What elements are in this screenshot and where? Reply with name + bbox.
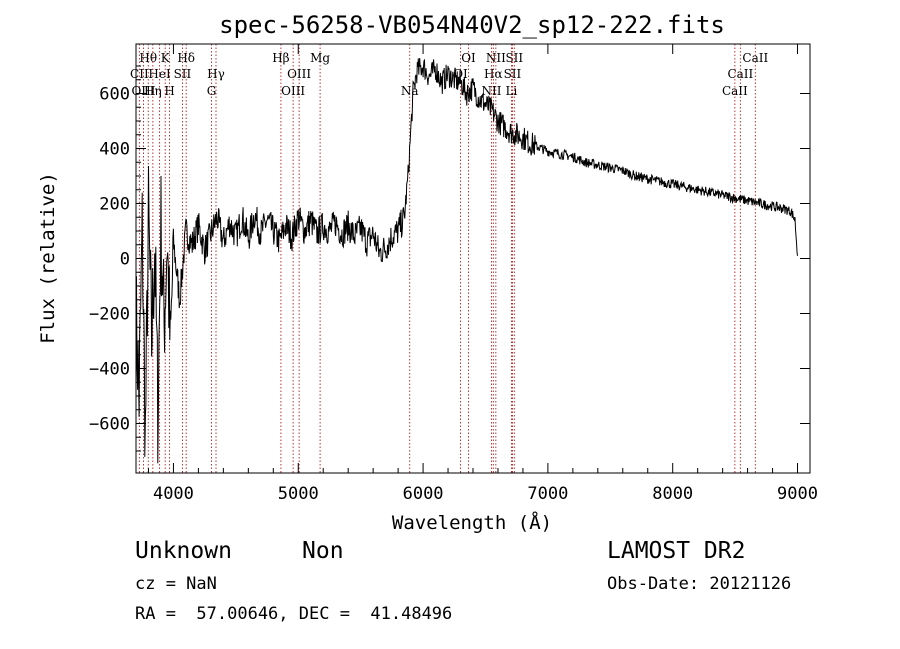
x-axis-label: Wavelength (Å) xyxy=(392,511,552,534)
line-label-22: SII xyxy=(504,67,522,81)
x-tick-label-0: 4000 xyxy=(153,484,194,504)
line-label-10: G xyxy=(207,84,217,98)
line-label-18: NII xyxy=(486,51,506,65)
line-label-7: OIII xyxy=(131,84,155,98)
line-label-25: CaII xyxy=(727,67,753,81)
y-tick-label-5: 400 xyxy=(99,140,130,160)
y-axis-label: Flux (relative) xyxy=(37,172,59,344)
line-label-24: CaII xyxy=(742,51,768,65)
line-label-6: Hγ xyxy=(207,67,225,81)
x-tick-label-1: 5000 xyxy=(278,484,319,504)
line-label-5: SII xyxy=(174,67,192,81)
y-tick-label-0: −600 xyxy=(89,415,130,435)
plot-frame xyxy=(135,43,811,474)
redshift-text: cz = NaN xyxy=(135,574,217,594)
obs-date-text: Obs-Date: 20121126 xyxy=(607,574,792,594)
line-label-16: OI xyxy=(461,51,476,65)
line-label-2: Hδ xyxy=(177,51,195,65)
line-label-12: OIII xyxy=(287,67,311,81)
x-tick-label-4: 8000 xyxy=(652,484,693,504)
x-tick-label-5: 9000 xyxy=(777,484,818,504)
survey-label: LAMOST DR2 xyxy=(607,538,746,564)
chart-title: spec-56258-VB054N40V2_sp12-222.fits xyxy=(219,11,725,39)
object-subclass: Non xyxy=(302,538,344,564)
y-tick-label-1: −400 xyxy=(89,360,130,380)
line-label-14: Mg xyxy=(310,51,330,65)
line-label-9: H xyxy=(164,84,174,98)
line-label-26: CaII xyxy=(722,84,748,98)
x-tick-label-3: 7000 xyxy=(527,484,568,504)
line-label-8: Hη xyxy=(144,84,162,98)
line-label-0: Hθ xyxy=(139,51,157,65)
line-label-20: NII xyxy=(481,84,501,98)
line-label-19: Hα xyxy=(484,67,503,81)
x-tick-label-2: 6000 xyxy=(403,484,444,504)
line-label-3: CII xyxy=(130,67,149,81)
y-tick-label-4: 200 xyxy=(99,195,130,215)
y-tick-label-2: −200 xyxy=(89,305,130,325)
line-label-21: SII xyxy=(505,51,523,65)
line-label-1: K xyxy=(161,51,171,65)
line-label-4: HeI xyxy=(148,67,171,81)
object-class: Unknown xyxy=(135,538,232,564)
coordinates-text: RA = 57.00646, DEC = 41.48496 xyxy=(135,604,453,624)
spectrum-series-0 xyxy=(135,58,798,464)
y-tick-label-3: 0 xyxy=(120,250,130,270)
line-label-23: Li xyxy=(506,84,518,98)
y-tick-label-6: 600 xyxy=(99,85,130,105)
line-label-13: OIII xyxy=(281,84,305,98)
line-label-15: Na xyxy=(401,84,419,98)
line-label-11: Hβ xyxy=(272,51,289,65)
